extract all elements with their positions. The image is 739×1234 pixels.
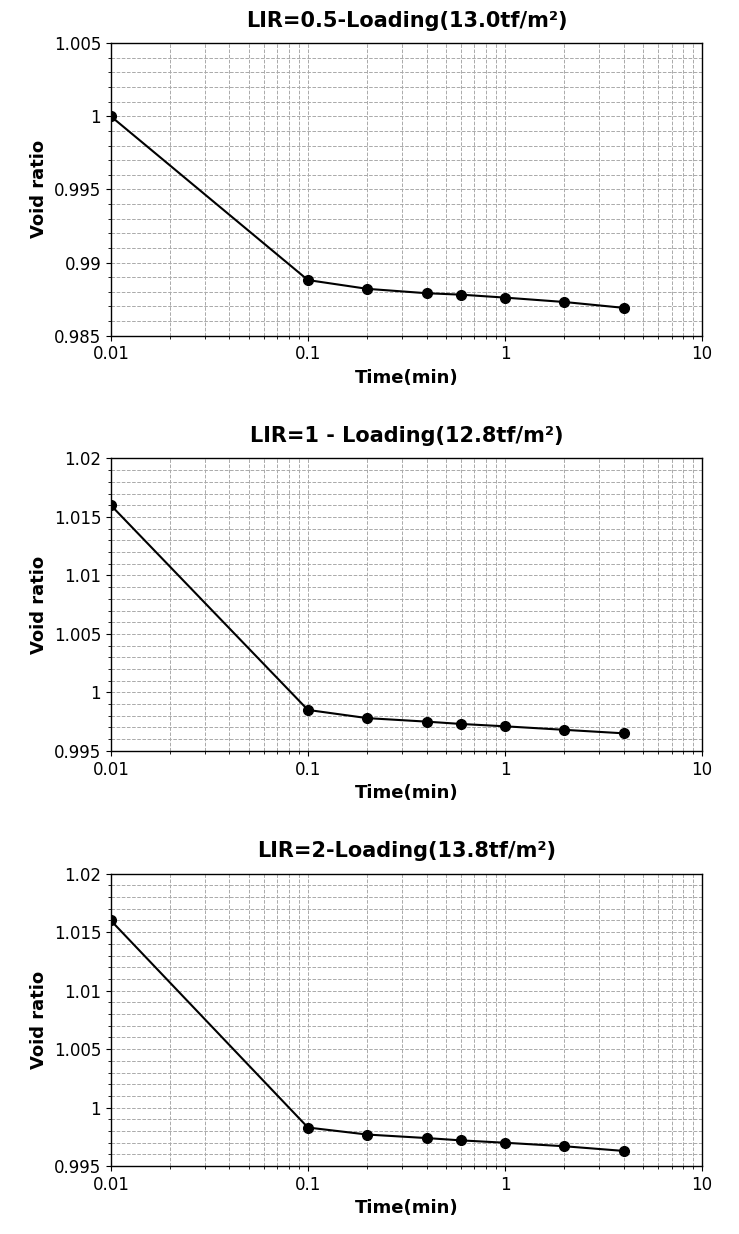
X-axis label: Time(min): Time(min) bbox=[355, 369, 458, 387]
X-axis label: Time(min): Time(min) bbox=[355, 784, 458, 802]
Y-axis label: Void ratio: Void ratio bbox=[30, 555, 48, 654]
Y-axis label: Void ratio: Void ratio bbox=[30, 971, 48, 1069]
Title: LIR=2-Loading(13.8tf/m²): LIR=2-Loading(13.8tf/m²) bbox=[257, 842, 556, 861]
X-axis label: Time(min): Time(min) bbox=[355, 1199, 458, 1218]
Title: LIR=1 - Loading(12.8tf/m²): LIR=1 - Loading(12.8tf/m²) bbox=[250, 426, 563, 445]
Y-axis label: Void ratio: Void ratio bbox=[30, 141, 48, 238]
Title: LIR=0.5-Loading(13.0tf/m²): LIR=0.5-Loading(13.0tf/m²) bbox=[245, 11, 568, 31]
